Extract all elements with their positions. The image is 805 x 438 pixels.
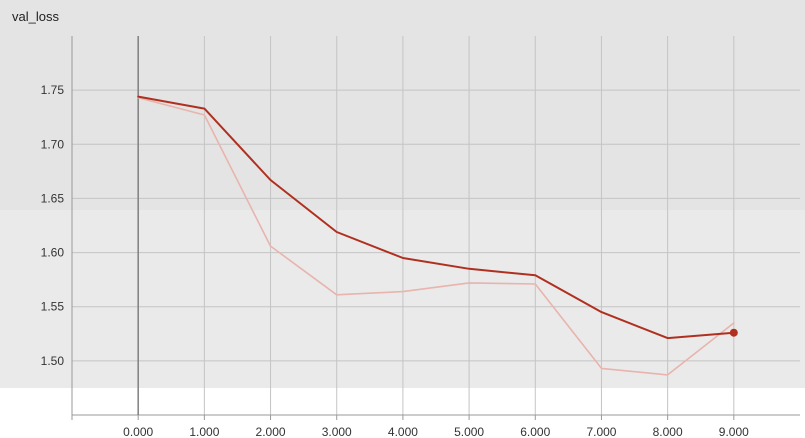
x-tick-label: 9.000 — [719, 425, 749, 438]
smoothed-series-line — [137, 95, 735, 340]
x-tick-label: 3.000 — [322, 425, 352, 438]
x-tick-label: 0.000 — [123, 425, 153, 438]
x-tick-label: 6.000 — [520, 425, 550, 438]
x-tick-label: 2.000 — [256, 425, 286, 438]
chart-title: val_loss — [12, 9, 59, 24]
x-tick-label: 8.000 — [653, 425, 683, 438]
x-tick-label: 1.000 — [189, 425, 219, 438]
y-tick-label: 1.60 — [41, 246, 65, 260]
y-tick-label: 1.75 — [41, 83, 65, 97]
last-point-marker[interactable] — [729, 328, 738, 337]
x-tick-label: 7.000 — [586, 425, 616, 438]
y-tick-label: 1.65 — [41, 191, 65, 205]
x-tick-label: 5.000 — [454, 425, 484, 438]
y-tick-label: 1.55 — [41, 300, 65, 314]
y-tick-label: 1.70 — [41, 137, 65, 151]
raw-series-line — [137, 96, 735, 376]
x-tick-label: 4.000 — [388, 425, 418, 438]
y-tick-label: 1.50 — [41, 354, 65, 368]
